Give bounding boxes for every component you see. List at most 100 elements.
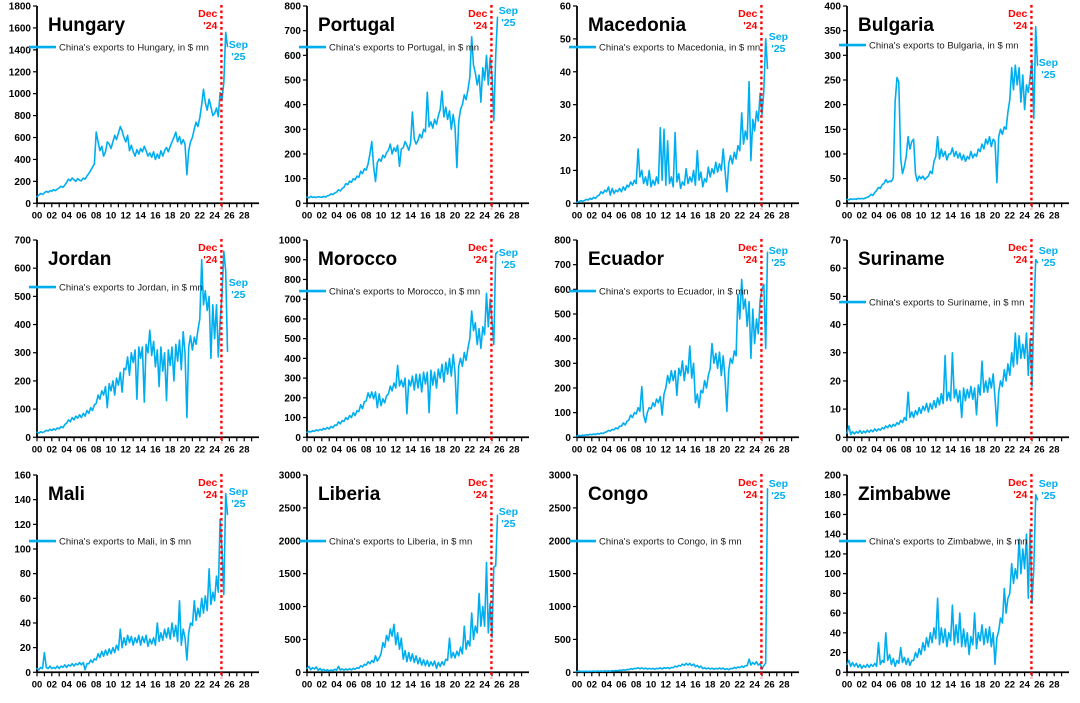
x-tick-label: 18 — [435, 679, 446, 690]
sep-2025-label: Sep — [499, 247, 518, 259]
y-tick-label: 200 — [14, 377, 31, 388]
x-tick-label: 20 — [450, 210, 461, 221]
x-tick-label: 02 — [587, 679, 598, 690]
data-series-line — [306, 251, 499, 434]
y-tick-label: 2500 — [279, 503, 302, 514]
y-tick-label: 400 — [554, 334, 571, 345]
y-tick-label: 0 — [25, 433, 31, 444]
x-tick-label: 24 — [479, 679, 490, 690]
x-tick-label: 24 — [749, 210, 760, 221]
dec-2024-label: '24 — [1013, 20, 1027, 32]
x-tick-label: 12 — [661, 210, 672, 221]
x-tick-label: 10 — [106, 679, 117, 690]
x-tick-label: 06 — [346, 210, 357, 221]
x-tick-label: 14 — [405, 445, 416, 456]
x-tick-label: 22 — [735, 679, 746, 690]
y-tick-label: 350 — [824, 26, 841, 37]
sep-2025-label: Sep — [229, 39, 248, 51]
y-tick-label: 600 — [554, 285, 571, 296]
dec-2024-label: Dec — [1008, 242, 1027, 254]
x-tick-label: 10 — [916, 679, 927, 690]
x-tick-label: 02 — [47, 210, 58, 221]
y-tick-label: 20 — [830, 648, 842, 659]
sep-2025-label: '25 — [771, 257, 785, 269]
y-tick-label: 400 — [824, 2, 841, 13]
y-tick-label: 50 — [830, 292, 842, 303]
x-tick-label: 28 — [1049, 445, 1060, 456]
data-series-line — [36, 31, 229, 198]
x-tick-label: 26 — [224, 679, 235, 690]
x-tick-label: 16 — [690, 679, 701, 690]
x-tick-label: 18 — [435, 445, 446, 456]
y-tick-label: 700 — [14, 236, 31, 247]
data-series-line — [576, 487, 769, 673]
x-tick-label: 06 — [886, 679, 897, 690]
y-tick-label: 200 — [284, 394, 301, 405]
x-tick-label: 28 — [239, 210, 250, 221]
chart-panel-jordan: 0 100 200 300 400 500 600 700 00 02 04 06 08 10 12 14 16… — [0, 234, 270, 468]
x-tick-label: 22 — [195, 210, 206, 221]
y-tick-label: 0 — [835, 199, 841, 210]
y-tick-label: 0 — [565, 199, 571, 210]
dec-2024-label: Dec — [198, 242, 217, 254]
sep-2025-label: '25 — [231, 498, 245, 510]
x-tick-label: 24 — [479, 210, 490, 221]
y-tick-label: 120 — [824, 549, 841, 560]
y-tick-label: 1500 — [549, 569, 572, 580]
chart-panel-liberia: 0 500 1000 1500 2000 2500 3000 00 02 04 06 08 10 12 14… — [270, 469, 540, 703]
x-tick-label: 22 — [735, 445, 746, 456]
y-tick-label: 160 — [14, 470, 31, 481]
x-tick-label: 22 — [465, 679, 476, 690]
x-tick-label: 04 — [61, 210, 72, 221]
x-tick-label: 08 — [901, 210, 912, 221]
x-tick-label: 06 — [346, 679, 357, 690]
x-tick-label: 12 — [931, 679, 942, 690]
x-tick-label: 16 — [150, 679, 161, 690]
y-tick-label: 400 — [14, 320, 31, 331]
legend-label: China's exports to Portugal, in $ mn — [329, 43, 479, 54]
sep-2025-label: Sep — [769, 31, 788, 43]
sep-2025-label: Sep — [1039, 245, 1058, 257]
y-tick-label: 200 — [14, 177, 31, 188]
y-tick-label: 100 — [824, 569, 841, 580]
y-tick-label: 70 — [830, 236, 842, 247]
legend-label: China's exports to Jordan, in $ mn — [59, 283, 203, 294]
x-tick-label: 22 — [465, 445, 476, 456]
x-tick-label: 06 — [76, 445, 87, 456]
x-tick-label: 10 — [376, 679, 387, 690]
y-tick-label: 700 — [554, 260, 571, 271]
y-tick-label: 50 — [560, 34, 572, 45]
dec-2024-label: Dec — [738, 477, 757, 489]
x-tick-label: 18 — [165, 210, 176, 221]
y-tick-label: 180 — [824, 490, 841, 501]
chart-panel-hungary: 0 200 400 600 800 1000 1200 1400 1600 1800 00 02 04 0… — [0, 0, 270, 234]
x-tick-label: 00 — [32, 679, 43, 690]
x-tick-label: 00 — [302, 210, 313, 221]
y-tick-label: 50 — [830, 174, 842, 185]
y-tick-label: 0 — [565, 667, 571, 678]
x-tick-label: 14 — [405, 210, 416, 221]
x-tick-label: 12 — [121, 679, 132, 690]
y-tick-label: 250 — [824, 75, 841, 86]
y-tick-label: 100 — [14, 544, 31, 555]
y-tick-label: 300 — [554, 359, 571, 370]
x-tick-label: 22 — [195, 679, 206, 690]
chart-title: Hungary — [48, 15, 125, 36]
x-tick-label: 16 — [150, 210, 161, 221]
x-tick-label: 02 — [317, 445, 328, 456]
x-tick-label: 16 — [150, 445, 161, 456]
x-tick-label: 26 — [1034, 679, 1045, 690]
x-tick-label: 28 — [1049, 679, 1060, 690]
y-tick-label: 0 — [295, 667, 301, 678]
data-series-line — [306, 16, 499, 199]
x-tick-label: 04 — [871, 679, 882, 690]
y-tick-label: 200 — [554, 384, 571, 395]
data-series-line — [306, 514, 499, 672]
y-tick-label: 40 — [20, 618, 32, 629]
x-tick-label: 06 — [616, 210, 627, 221]
dec-2024-label: '24 — [473, 254, 487, 266]
y-tick-label: 400 — [284, 354, 301, 365]
legend-label: China's exports to Congo, in $ mn — [599, 536, 742, 547]
x-tick-label: 04 — [61, 445, 72, 456]
sep-2025-label: '25 — [231, 289, 245, 301]
